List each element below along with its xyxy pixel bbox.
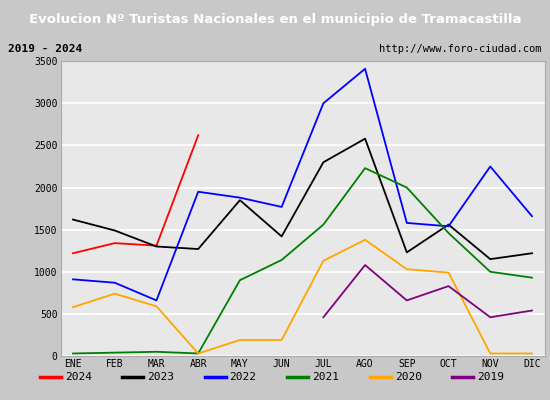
Text: 2019: 2019 — [477, 372, 504, 382]
Text: 2022: 2022 — [230, 372, 257, 382]
Text: 2021: 2021 — [312, 372, 339, 382]
Text: http://www.foro-ciudad.com: http://www.foro-ciudad.com — [379, 44, 542, 54]
Text: 2020: 2020 — [395, 372, 422, 382]
Text: 2019 - 2024: 2019 - 2024 — [8, 44, 82, 54]
Text: 2024: 2024 — [65, 372, 92, 382]
Text: Evolucion Nº Turistas Nacionales en el municipio de Tramacastilla: Evolucion Nº Turistas Nacionales en el m… — [29, 13, 521, 26]
Text: 2023: 2023 — [147, 372, 174, 382]
